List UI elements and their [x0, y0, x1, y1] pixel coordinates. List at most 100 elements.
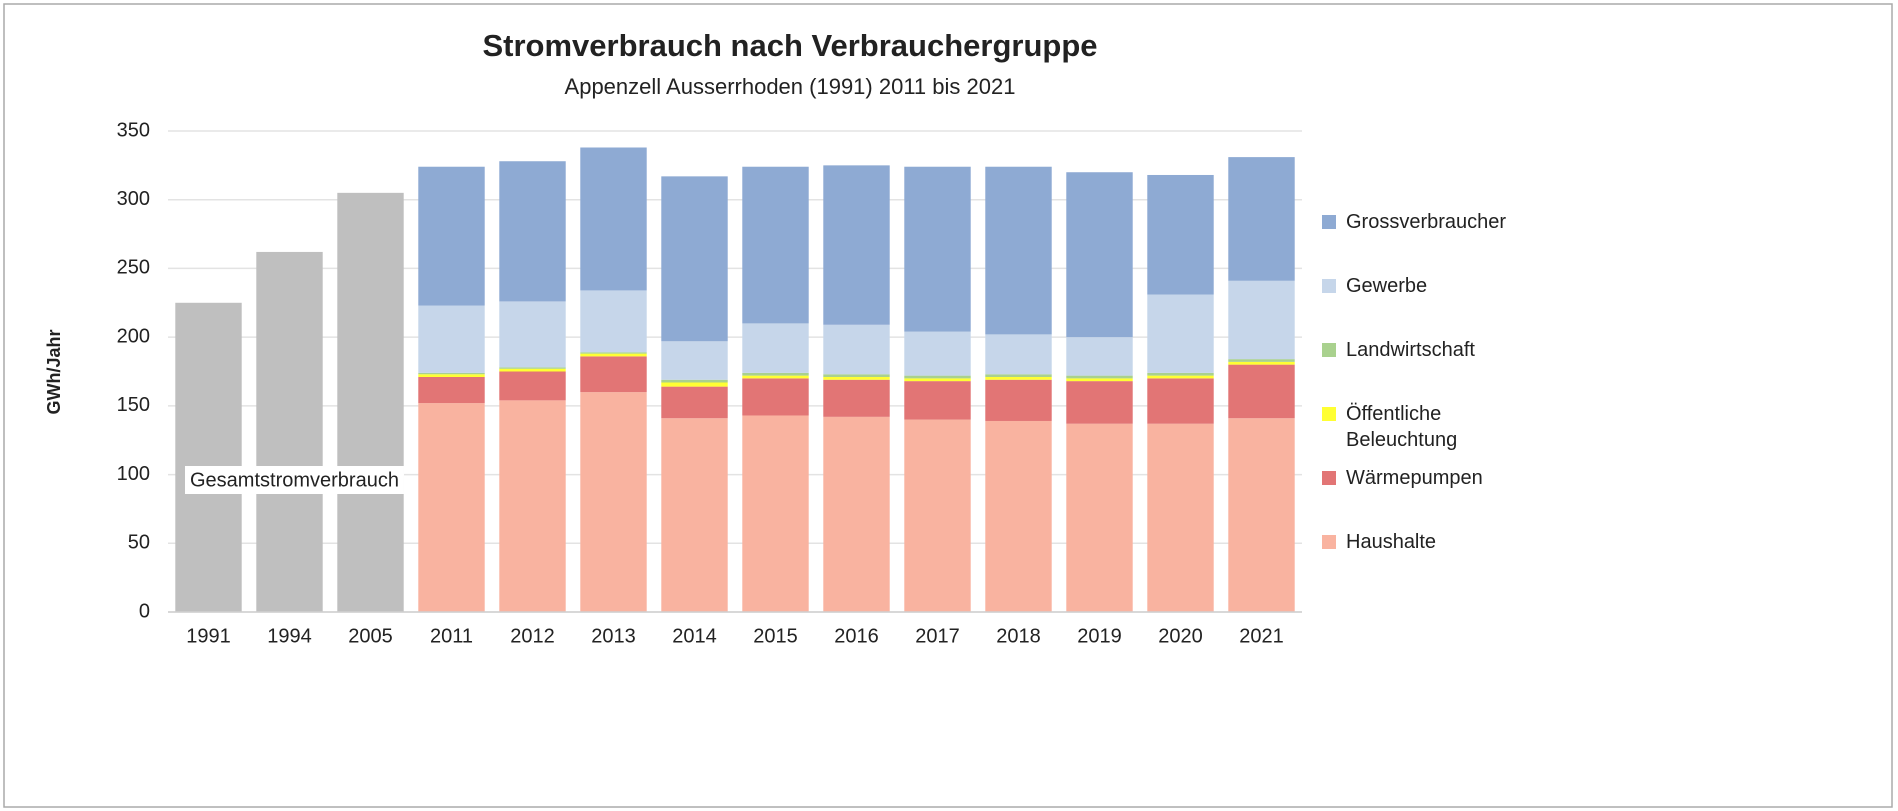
- x-tick-label: 2018: [996, 625, 1041, 647]
- legend-item: Wärmepumpen: [1322, 465, 1542, 491]
- bar-segment: [823, 376, 890, 380]
- x-tick-label: 2021: [1239, 625, 1284, 647]
- bar-segment: [661, 176, 728, 342]
- bar-segment: [742, 372, 809, 376]
- bar-segment: [1228, 418, 1295, 612]
- x-tick-label: 1994: [267, 625, 312, 647]
- bar-segment: [499, 367, 566, 369]
- y-axis-title: GWh/Jahr: [44, 329, 64, 414]
- bar-segment: [985, 379, 1052, 421]
- bar-segment: [1147, 375, 1214, 379]
- legend-swatch: [1322, 407, 1336, 421]
- chart-subtitle: Appenzell Ausserrhoden (1991) 2011 bis 2…: [565, 74, 1016, 99]
- label-box: [185, 466, 404, 494]
- legend-swatch: [1322, 471, 1336, 485]
- bar-segment: [823, 374, 890, 377]
- bar-segment: [985, 166, 1052, 335]
- x-tick-label: 2017: [915, 625, 960, 647]
- bar: [256, 251, 323, 613]
- x-tick-label: 2020: [1158, 625, 1203, 647]
- bar-segment: [985, 420, 1052, 612]
- legend-label: Grossverbraucher: [1346, 211, 1507, 233]
- bar-segment: [1066, 337, 1133, 376]
- bar-segment: [499, 301, 566, 368]
- x-tick-label: 2016: [834, 625, 879, 647]
- bar-segment: [1228, 157, 1295, 281]
- bar-segment: [904, 166, 971, 332]
- x-tick-label: 2012: [510, 625, 555, 647]
- bar-segment: [661, 382, 728, 387]
- bar-segment: [661, 418, 728, 612]
- bar-segment: [1228, 280, 1295, 360]
- legend-item: Haushalte: [1322, 529, 1542, 555]
- bar-segment: [742, 415, 809, 612]
- bar-segment: [418, 372, 485, 375]
- x-tick-label: 2014: [672, 625, 717, 647]
- bar-segment: [1066, 381, 1133, 424]
- bar-segment: [499, 371, 566, 401]
- bar-segment: [1147, 174, 1214, 295]
- legend-swatch: [1322, 215, 1336, 229]
- bar-segment: [904, 419, 971, 612]
- y-tick-label: 300: [117, 188, 150, 210]
- bar-segment: [985, 376, 1052, 380]
- bar: [175, 302, 242, 612]
- bar-segment: [985, 334, 1052, 375]
- bar-segment: [823, 416, 890, 612]
- bar-segment: [1066, 172, 1133, 338]
- bar-segment: [823, 165, 890, 325]
- bar-segment: [1228, 364, 1295, 419]
- bar-segment: [418, 374, 485, 377]
- bar-segment: [985, 374, 1052, 377]
- bar-segment: [580, 352, 647, 354]
- bar-segment: [1147, 423, 1214, 612]
- legend-item: Grossverbraucher: [1322, 209, 1542, 235]
- y-tick-label: 100: [117, 463, 150, 485]
- bar-segment: [904, 381, 971, 420]
- y-tick-label: 250: [117, 257, 150, 279]
- bar-segment: [418, 376, 485, 404]
- legend-label: Öffentliche Beleuchtung: [1346, 403, 1458, 451]
- bar-segment: [742, 323, 809, 373]
- bar-segment: [661, 386, 728, 419]
- bar-segment: [499, 161, 566, 302]
- bar-segment: [904, 378, 971, 382]
- bar-segment: [1228, 359, 1295, 362]
- y-tick-label: 150: [117, 394, 150, 416]
- series-label: Gesamtstromverbrauch: [190, 469, 399, 491]
- x-tick-label: 2005: [348, 625, 393, 647]
- bar-segment: [418, 305, 485, 373]
- legend-swatch: [1322, 535, 1336, 549]
- bar-segment: [904, 375, 971, 379]
- bar-segment: [661, 341, 728, 380]
- y-tick-label: 0: [139, 600, 150, 622]
- chart-title: Stromverbrauch nach Verbrauchergruppe: [482, 28, 1097, 63]
- legend-swatch: [1322, 279, 1336, 293]
- legend-item: Öffentliche Beleuchtung: [1322, 401, 1542, 453]
- x-tick-label: 2015: [753, 625, 798, 647]
- bar-segment: [742, 166, 809, 324]
- bar-segment: [1066, 375, 1133, 379]
- bar-segment: [418, 403, 485, 612]
- bar-segment: [1147, 294, 1214, 373]
- bar-segment: [823, 379, 890, 417]
- y-tick-label: 350: [117, 119, 150, 141]
- legend-label: Wärmepumpen: [1346, 467, 1483, 489]
- legend-label: Landwirtschaft: [1346, 339, 1475, 361]
- bar-segment: [1066, 423, 1133, 612]
- legend-label: Haushalte: [1346, 531, 1437, 553]
- y-tick-label: 50: [128, 532, 150, 554]
- bar-segment: [499, 400, 566, 612]
- bar-segment: [580, 147, 647, 291]
- bar-segment: [499, 368, 566, 372]
- bar: [337, 192, 404, 613]
- bar-segment: [580, 392, 647, 612]
- bar-segment: [742, 378, 809, 416]
- bar-segment: [1066, 378, 1133, 382]
- x-tick-label: 1991: [186, 625, 231, 647]
- bar-segment: [661, 379, 728, 383]
- x-tick-label: 2013: [591, 625, 636, 647]
- bar-segment: [823, 324, 890, 375]
